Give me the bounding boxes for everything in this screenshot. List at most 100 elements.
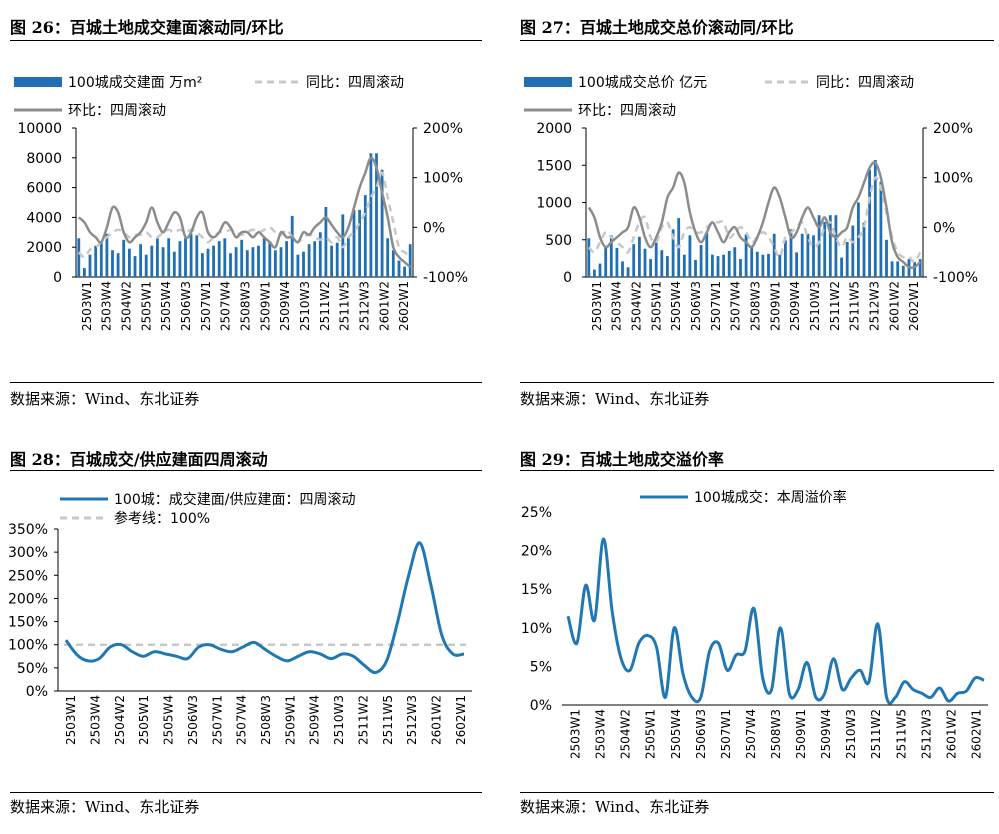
legend-label-bars: 100城成交建面 万m² [68, 74, 202, 91]
bar [150, 245, 154, 277]
y-tick-label: 350% [8, 522, 48, 538]
x-tick-label: 2510W3 [332, 695, 346, 745]
bar [682, 254, 686, 277]
bar [307, 244, 311, 277]
x-tick-label: 2512W3 [867, 281, 881, 331]
x-tick-label: 2508W3 [749, 281, 763, 331]
x-tick-label: 2507W4 [235, 695, 249, 745]
x-tick-label: 2509W4 [308, 695, 322, 745]
bar [722, 254, 725, 277]
x-tick-label: 2503W1 [64, 695, 78, 745]
bar [274, 250, 277, 277]
y-tick-label-right: -100% [933, 270, 978, 286]
bar [587, 238, 591, 277]
x-tick-label: 2511W2 [828, 281, 842, 331]
bar [918, 259, 922, 277]
title-rule [10, 40, 482, 41]
bar [660, 250, 664, 277]
bar [800, 233, 804, 277]
bar [767, 253, 770, 277]
x-tick-label: 2505W4 [669, 281, 683, 331]
legend-label-bars: 100城成交总价 亿元 [578, 74, 707, 91]
series-line-rate [566, 537, 985, 705]
y-tick-label-left: 10000 [17, 121, 62, 137]
bar [161, 247, 165, 277]
bar [688, 235, 692, 277]
bar [654, 242, 658, 277]
bar [268, 241, 272, 277]
bar [341, 214, 345, 277]
source-note: 数据来源：Wind、东北证券 [520, 798, 710, 816]
source-rule [520, 382, 994, 383]
y-tick-label-left: 1500 [536, 158, 572, 174]
bar [397, 260, 401, 277]
bar [598, 263, 602, 277]
title-rule [520, 40, 994, 41]
x-tick-label: 2507W1 [199, 281, 213, 331]
bar [391, 250, 395, 277]
x-tick-label: 2503W4 [89, 695, 103, 745]
x-tick-label: 2509W1 [283, 695, 297, 745]
bar [352, 209, 356, 277]
x-tick-label: 2509W4 [819, 709, 833, 759]
bar [240, 239, 244, 278]
y-tick-label-right: 100% [423, 171, 463, 187]
x-tick-label: 2504W2 [113, 695, 127, 745]
bar [817, 215, 821, 277]
legend-label-mom: 环比：四周滚动 [68, 102, 166, 119]
bar [812, 235, 815, 277]
series-line-ratio [64, 541, 465, 675]
x-tick-label: 2602W1 [907, 281, 921, 331]
legend-swatch-bars [524, 77, 572, 87]
bar [318, 232, 322, 277]
bar [167, 238, 171, 277]
y-tick-label-left: 4000 [26, 210, 62, 226]
bar [890, 261, 894, 277]
x-tick-label: 2510W3 [808, 281, 822, 331]
bar [324, 207, 328, 277]
y-tick-label-left: 0 [563, 270, 572, 286]
y-tick-label: 50% [17, 661, 48, 677]
bar [99, 241, 103, 277]
x-tick-label: 2505W1 [137, 695, 151, 745]
bar [772, 233, 776, 277]
bar [313, 241, 317, 277]
x-tick-label: 2511W2 [318, 281, 332, 331]
series-line-mom [77, 156, 412, 269]
panel-title: 图 27：百城土地成交总价滚动同/环比 [520, 18, 794, 37]
x-tick-label: 2508W3 [239, 281, 253, 331]
bar [615, 247, 619, 277]
x-tick-label: 2506W3 [694, 709, 708, 759]
bar [795, 252, 798, 277]
bar [873, 160, 877, 277]
bar [369, 153, 373, 277]
y-tick-label: 150% [8, 615, 48, 631]
legend-label-rate: 100城成交：本周溢价率 [694, 489, 847, 506]
x-tick-label: 2503W4 [100, 281, 114, 331]
bar [302, 251, 305, 277]
source-note: 数据来源：Wind、东北证券 [520, 390, 710, 408]
panel-fig26: 图 26：百城土地成交建面滚动同/环比 100城成交建面 万m² 同比：四周滚动环… [0, 0, 492, 420]
y-tick-label-left: 0 [53, 270, 62, 286]
y-tick-label: 200% [8, 591, 48, 607]
source-rule [520, 792, 994, 793]
bar [621, 261, 624, 277]
bar [189, 233, 193, 277]
x-tick-label: 2601W2 [377, 281, 391, 331]
bar [139, 244, 142, 277]
y-tick-label-right: 0% [423, 220, 445, 236]
x-tick-label: 2507W4 [729, 281, 743, 331]
y-tick-label-right: 200% [423, 121, 463, 137]
bar [184, 238, 187, 277]
bar [649, 259, 652, 277]
x-tick-label: 2507W4 [744, 709, 758, 759]
bar [128, 248, 131, 277]
x-tick-label: 2505W1 [649, 281, 663, 331]
y-tick-label: 250% [8, 568, 48, 584]
x-tick-label: 2511W2 [869, 709, 883, 759]
x-tick-label: 2511W5 [848, 281, 862, 331]
bar [347, 236, 350, 277]
x-tick-label: 2504W2 [120, 281, 134, 331]
bar [363, 195, 367, 277]
bar [806, 233, 810, 277]
